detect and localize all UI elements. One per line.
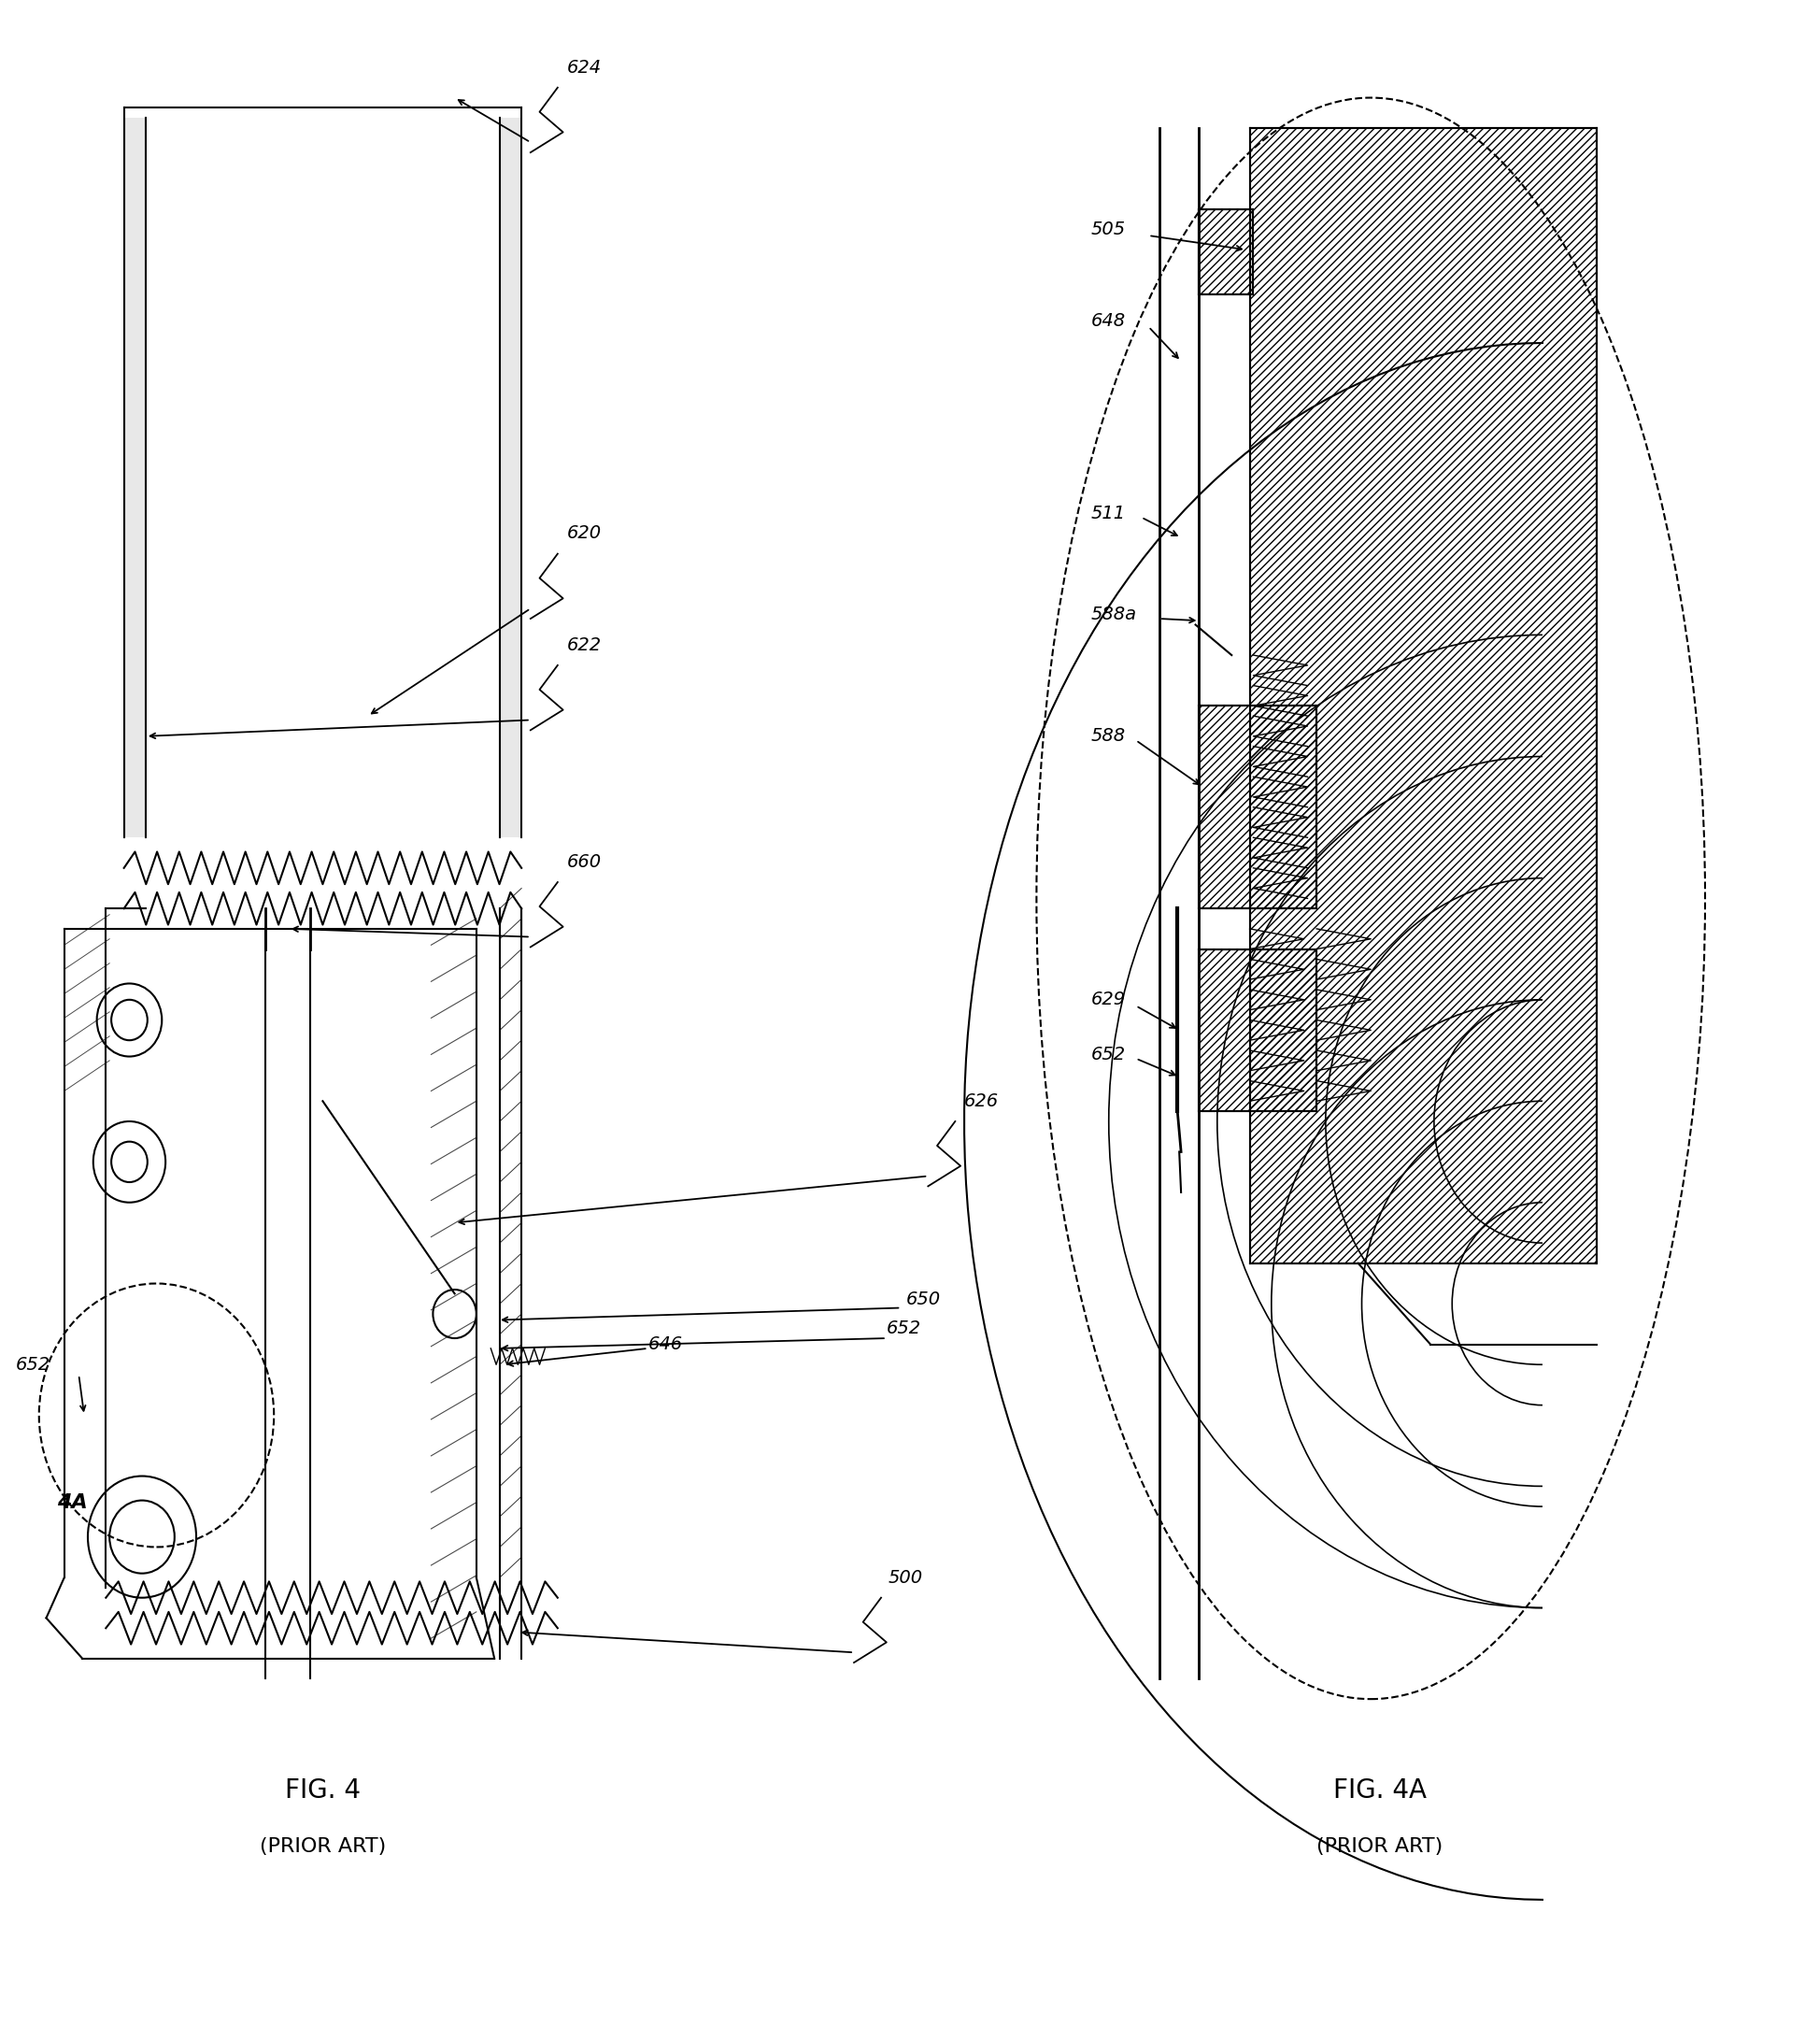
Text: 620: 620	[566, 524, 601, 543]
Text: 648: 648	[1090, 312, 1125, 330]
Text: 511: 511	[1090, 504, 1125, 522]
Text: (PRIOR ART): (PRIOR ART)	[1316, 1838, 1443, 1856]
Text: 622: 622	[566, 636, 601, 655]
Text: (PRIOR ART): (PRIOR ART)	[260, 1838, 386, 1856]
Bar	[124, 118, 146, 838]
Bar	[1199, 210, 1254, 294]
Bar	[501, 118, 522, 838]
Text: FIG. 4: FIG. 4	[286, 1777, 360, 1803]
Text: 505: 505	[1090, 220, 1125, 239]
Bar	[1250, 129, 1596, 1263]
Text: 588a: 588a	[1090, 606, 1138, 624]
Text: FIG. 4A: FIG. 4A	[1332, 1777, 1427, 1803]
Text: 4A: 4A	[56, 1493, 87, 1512]
Text: 652: 652	[886, 1320, 921, 1336]
Text: 650: 650	[906, 1291, 941, 1308]
Text: 660: 660	[566, 853, 601, 871]
Text: 646: 646	[648, 1336, 682, 1353]
Text: 500: 500	[888, 1569, 923, 1587]
Text: 588: 588	[1090, 728, 1125, 745]
Text: 626: 626	[965, 1091, 999, 1110]
Text: 652: 652	[1090, 1047, 1125, 1063]
Bar	[1199, 949, 1316, 1112]
Text: 652: 652	[16, 1357, 51, 1373]
Bar	[1199, 706, 1316, 908]
Text: 629: 629	[1090, 991, 1125, 1008]
Text: 624: 624	[566, 59, 601, 75]
